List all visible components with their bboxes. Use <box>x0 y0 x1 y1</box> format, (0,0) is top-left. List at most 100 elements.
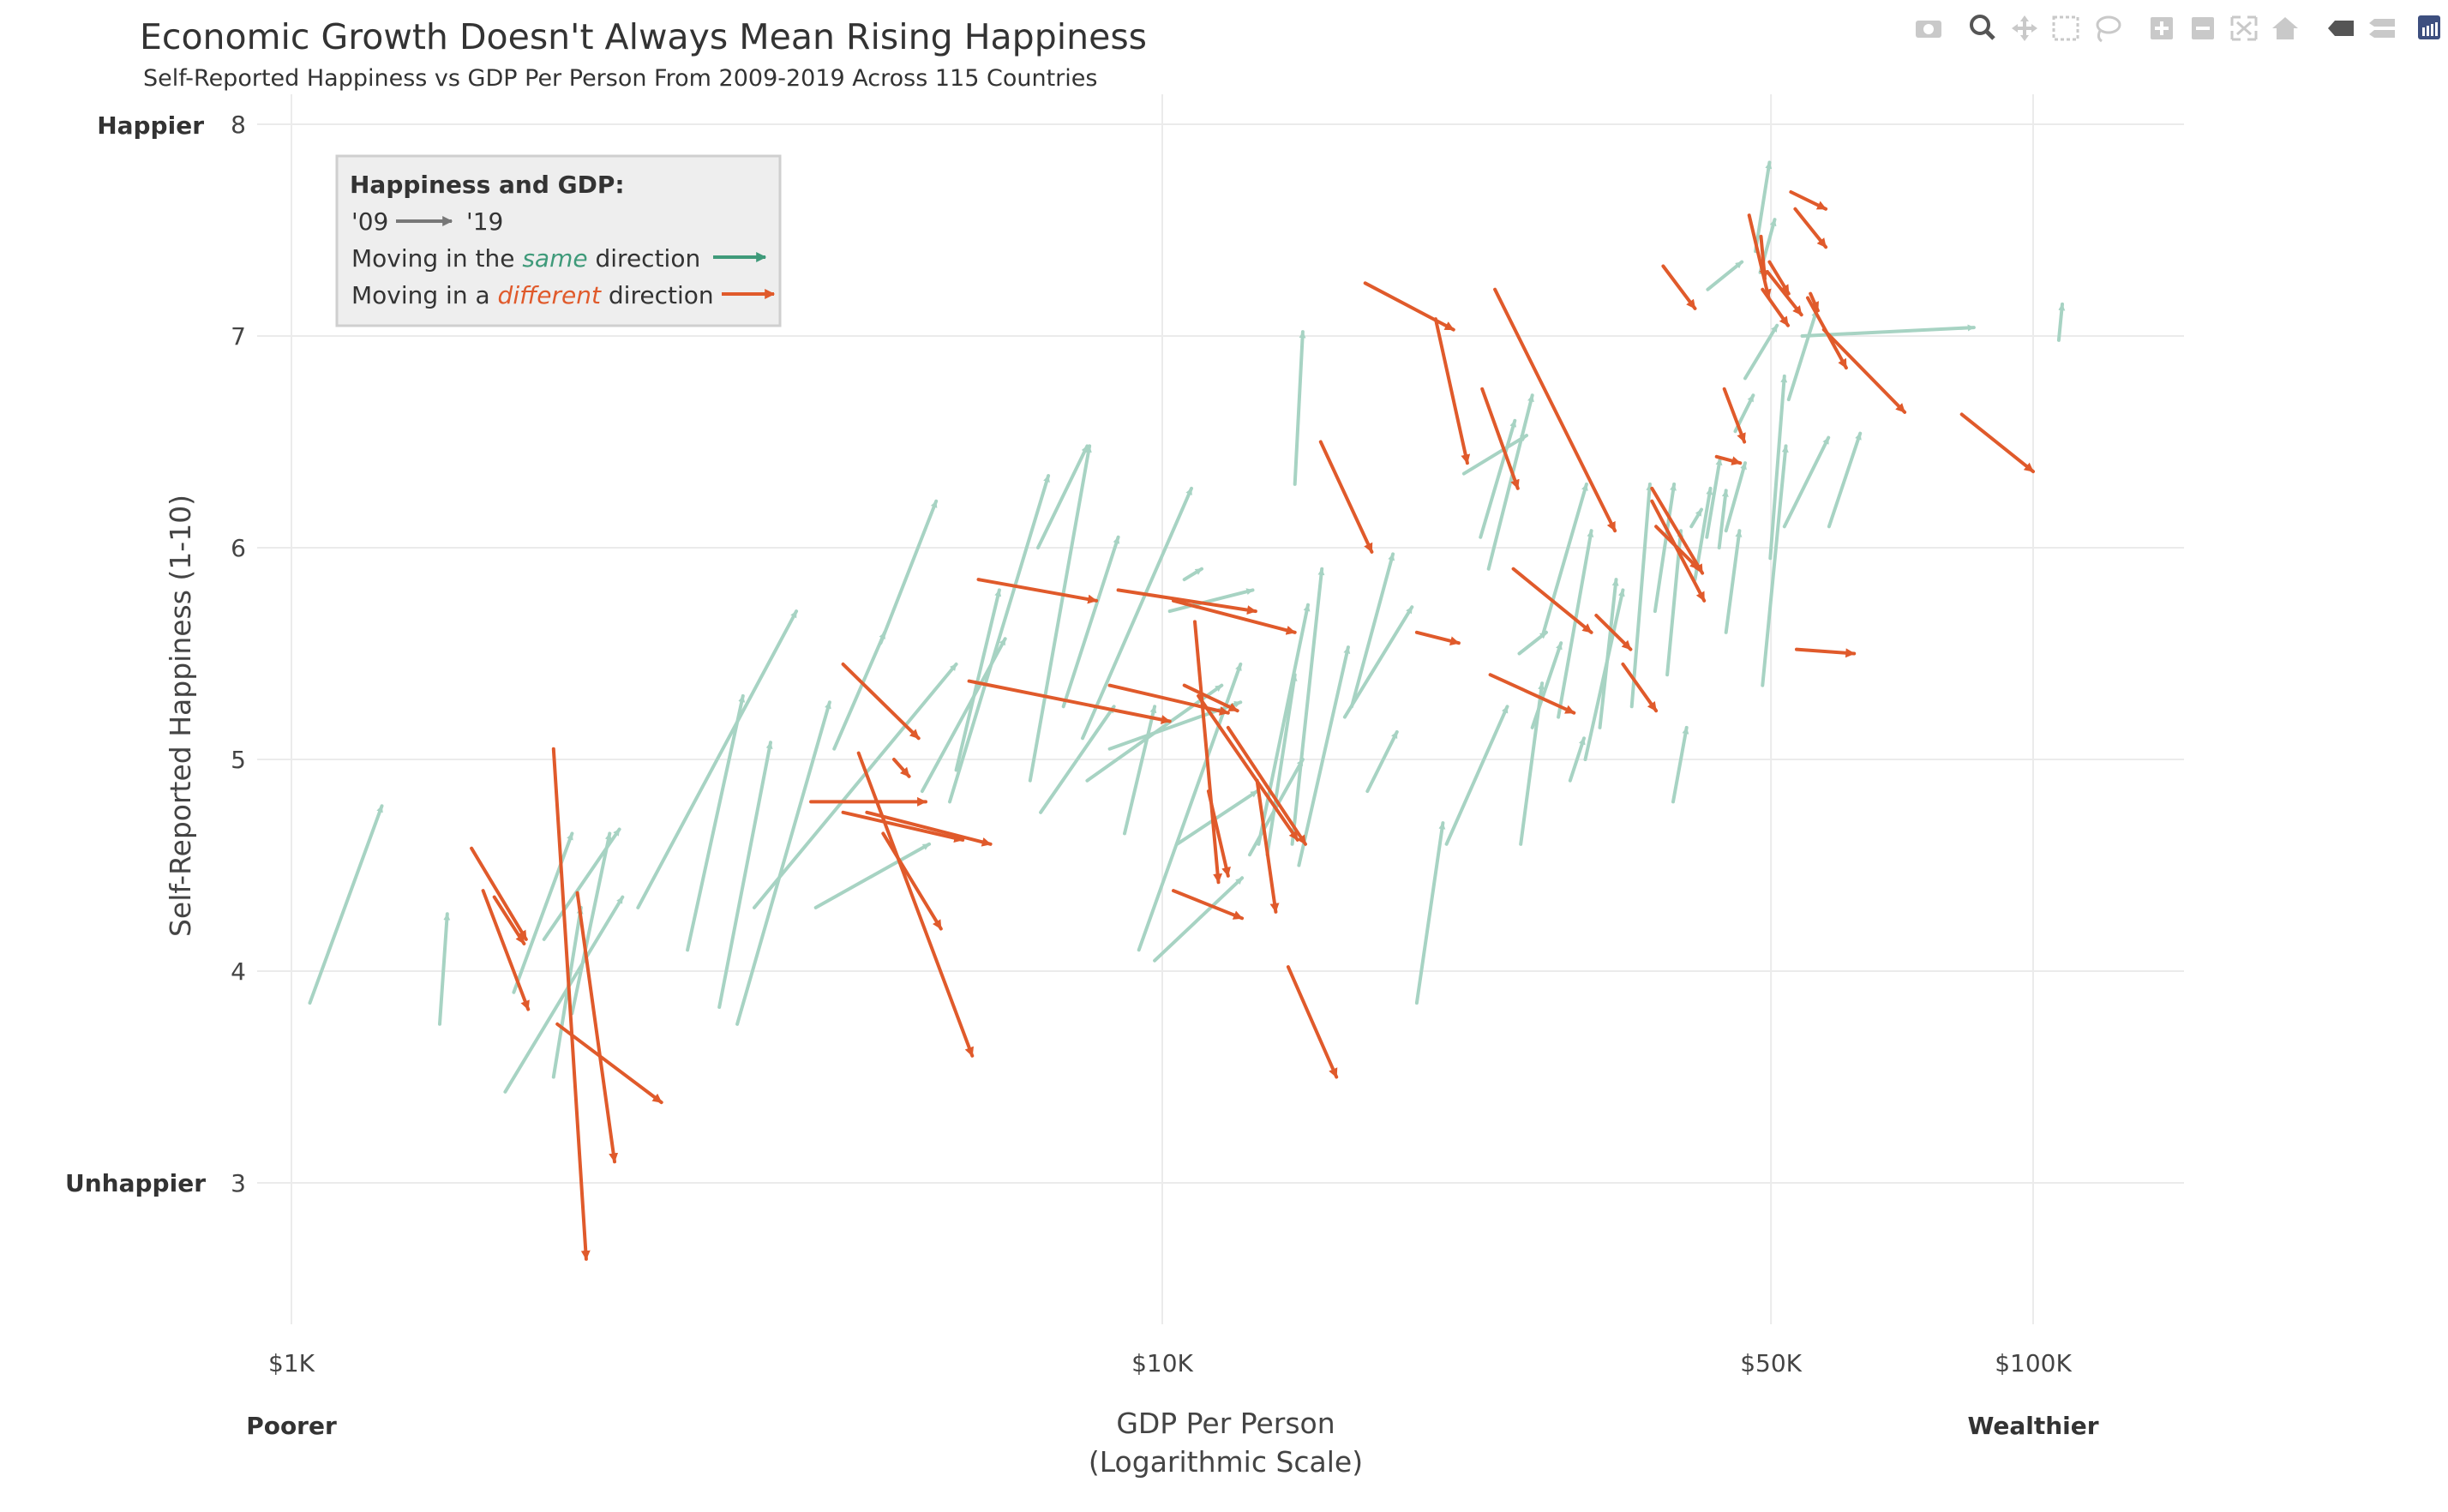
arrow-same-direction <box>1365 729 1399 794</box>
x-axis-ticks: $1K $10K $50K $100K <box>268 1349 2072 1377</box>
arrow-different-direction <box>892 758 911 778</box>
y-end-label-top: Happier <box>97 111 204 140</box>
arrow-same-direction <box>1153 876 1245 963</box>
arrow-different-direction <box>841 662 921 741</box>
arrow-different-direction <box>841 810 965 843</box>
arrow-same-direction <box>1827 431 1863 529</box>
arrow-different-direction <box>1480 387 1520 490</box>
arrow-different-direction <box>1594 614 1633 651</box>
arrow-different-direction <box>1661 264 1697 310</box>
y-end-label-bottom: Unhappier <box>65 1169 206 1197</box>
arrow-different-direction <box>1433 317 1471 465</box>
arrow-same-direction <box>1257 603 1311 846</box>
arrow-different-direction <box>1197 693 1299 842</box>
arrow-same-direction <box>1085 683 1224 783</box>
y-tick-label: 6 <box>231 534 246 562</box>
arrow-different-direction <box>1821 327 1907 414</box>
arrow-same-direction <box>1036 444 1089 549</box>
arrow-same-direction <box>1724 461 1747 533</box>
arrow-different-direction <box>575 891 619 1164</box>
arrow-same-direction <box>1754 160 1773 254</box>
arrow-same-direction <box>438 912 451 1026</box>
arrow-different-direction <box>1493 287 1617 533</box>
arrow-same-direction <box>1541 482 1588 634</box>
y-tick-label: 8 <box>231 111 246 139</box>
arrow-different-direction <box>881 831 943 931</box>
chart-title: Economic Growth Doesn't Always Mean Risi… <box>140 16 1147 57</box>
arrow-different-direction <box>1650 499 1707 603</box>
arrow-same-direction <box>503 895 625 1094</box>
arrow-same-direction <box>1786 309 1819 402</box>
arrow-different-direction <box>865 810 993 847</box>
arrow-different-direction <box>1766 270 1803 317</box>
modebar <box>1916 15 2440 43</box>
arrow-same-direction <box>1583 588 1625 761</box>
arrow-same-direction <box>1081 486 1193 741</box>
arrow-different-direction <box>1182 683 1239 713</box>
zoom-icon[interactable] <box>1970 15 1995 40</box>
arrow-different-direction <box>1795 647 1857 658</box>
legend: Happiness and GDP: '09 '19 Moving in the… <box>335 154 782 327</box>
arrow-different-direction <box>1488 673 1576 715</box>
arrow-same-direction <box>1175 789 1259 846</box>
camera-icon[interactable] <box>1916 21 1941 38</box>
arrow-different-direction <box>1206 789 1231 878</box>
arrow-different-direction <box>1621 662 1659 713</box>
arrow-same-direction <box>1743 323 1779 381</box>
arrow-same-direction <box>1782 435 1831 529</box>
y-tick-label: 3 <box>231 1169 246 1197</box>
arrow-same-direction <box>1706 260 1744 291</box>
plotly-logo-icon[interactable] <box>2418 15 2440 39</box>
box-select-icon[interactable] <box>2052 15 2079 41</box>
hover-closest-icon[interactable] <box>2328 21 2354 36</box>
arrow-same-direction <box>1350 552 1395 709</box>
pan-icon[interactable] <box>2012 15 2037 41</box>
x-tick-label: $100K <box>1995 1349 2072 1377</box>
arrow-same-direction <box>1297 645 1351 867</box>
arrow-same-direction <box>1028 444 1092 783</box>
arrow-same-direction <box>570 831 612 1016</box>
arrow-different-direction <box>492 895 526 945</box>
arrow-same-direction <box>879 499 939 645</box>
arrow-different-direction <box>1116 588 1257 615</box>
arrow-same-direction <box>1265 673 1298 857</box>
arrow-same-direction <box>1717 489 1729 549</box>
zoom-out-icon[interactable] <box>2192 17 2214 39</box>
arrow-different-direction <box>1255 778 1280 914</box>
legend-same-label: Moving in the same direction <box>351 244 700 273</box>
arrow-same-direction <box>1724 529 1743 634</box>
arrow-same-direction <box>1444 705 1509 846</box>
arrow-same-direction <box>1293 330 1306 486</box>
arrow-different-direction <box>551 747 591 1261</box>
zoom-in-icon[interactable] <box>2151 17 2173 39</box>
hover-compare-icon[interactable] <box>2369 19 2395 38</box>
arrow-same-direction <box>1414 821 1446 1005</box>
arrow-different-direction <box>1759 234 1769 281</box>
x-end-label-left: Poorer <box>246 1412 337 1440</box>
arrow-same-direction <box>1768 374 1788 561</box>
arrow-same-direction <box>1671 725 1689 804</box>
arrow-same-direction <box>1517 630 1548 656</box>
arrow-same-direction <box>1167 588 1255 614</box>
arrow-different-direction <box>470 846 528 941</box>
arrow-same-direction <box>1123 705 1157 836</box>
arrow-same-direction <box>1290 567 1325 846</box>
x-axis-title-line2: (Logarithmic Scale) <box>1089 1445 1363 1479</box>
arrow-same-direction <box>1653 482 1677 614</box>
arrow-different-direction <box>1809 291 1820 313</box>
y-axis-title: Self-Reported Happiness (1-10) <box>164 495 197 937</box>
arrow-different-direction <box>555 1022 663 1105</box>
legend-different-label: Moving in a different direction <box>351 281 714 309</box>
arrow-same-direction <box>813 842 932 909</box>
y-tick-label: 7 <box>231 322 246 351</box>
arrow-different-direction <box>1793 207 1828 249</box>
autoscale-icon[interactable] <box>2230 15 2258 41</box>
y-tick-label: 4 <box>231 957 246 986</box>
lasso-icon[interactable] <box>2096 15 2121 43</box>
arrow-same-direction <box>1557 529 1594 719</box>
arrow-same-direction <box>717 741 773 1009</box>
arrow-different-direction <box>1414 630 1461 646</box>
x-tick-label: $1K <box>268 1349 315 1377</box>
home-icon[interactable] <box>2272 17 2298 39</box>
